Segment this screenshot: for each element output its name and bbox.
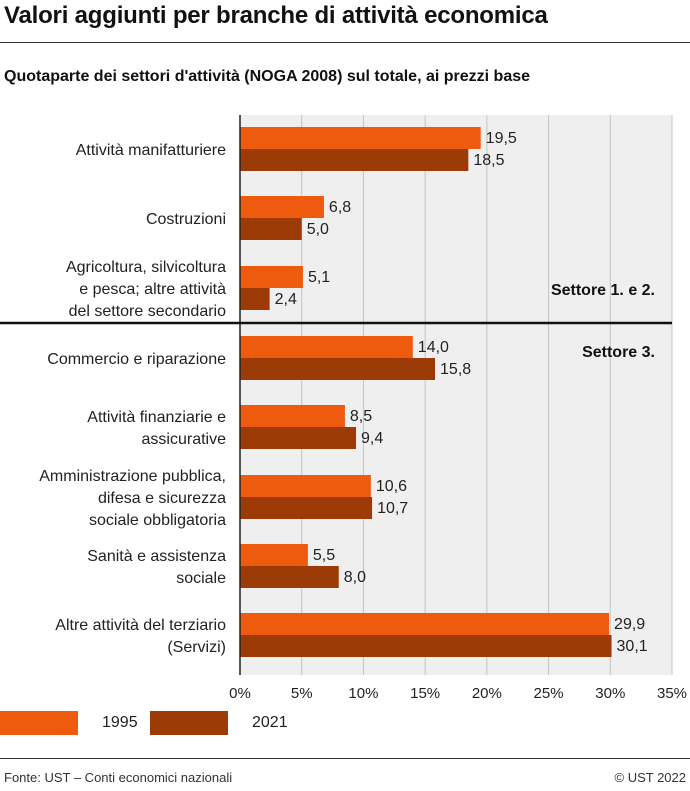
category-label-line: Attività manifatturiere bbox=[76, 142, 226, 159]
x-tick-label: 5% bbox=[291, 685, 313, 700]
category-label-line: e pesca; altre attività bbox=[79, 281, 226, 298]
title-rule bbox=[0, 42, 690, 43]
category-label-line: del settore secondario bbox=[69, 303, 227, 320]
bar-2021 bbox=[240, 635, 612, 657]
bar-2021 bbox=[240, 149, 469, 171]
legend-item-2021: 2021 bbox=[150, 710, 288, 736]
data-label-1995: 8,5 bbox=[350, 408, 372, 425]
data-label-1995: 5,5 bbox=[313, 547, 335, 564]
category-label-line: Costruzioni bbox=[146, 211, 226, 228]
data-label-1995: 6,8 bbox=[329, 199, 351, 216]
bar-1995 bbox=[240, 405, 345, 427]
data-label-2021: 18,5 bbox=[473, 152, 504, 169]
category-label-line: Sanità e assistenza bbox=[87, 548, 226, 565]
x-tick-label: 10% bbox=[348, 685, 378, 700]
legend-item-1995: 1995 bbox=[0, 710, 138, 736]
category-label: Commercio e riparazione bbox=[47, 351, 226, 368]
bar-1995 bbox=[240, 196, 324, 218]
category-label-line: Altre attività del terziario bbox=[55, 617, 226, 634]
bar-2021 bbox=[240, 497, 373, 519]
data-label-2021: 10,7 bbox=[377, 500, 408, 517]
bar-1995 bbox=[240, 266, 303, 288]
category-label-line: difesa e sicurezza bbox=[98, 490, 226, 507]
legend: 1995 2021 bbox=[0, 710, 690, 736]
category-label: Agricoltura, silvicoltura e pesca; altre … bbox=[66, 259, 226, 320]
data-label-2021: 30,1 bbox=[617, 638, 648, 655]
legend-swatch-1995 bbox=[0, 711, 78, 735]
category-label-line: Amministrazione pubblica, bbox=[39, 468, 226, 485]
legend-label-1995: 1995 bbox=[102, 714, 138, 731]
category-label-line: Commercio e riparazione bbox=[47, 351, 226, 368]
data-label-2021: 5,0 bbox=[307, 221, 329, 238]
footer-rule bbox=[0, 758, 690, 759]
bar-1995 bbox=[240, 127, 481, 149]
category-label: Attività finanziarie e assicurative bbox=[87, 409, 226, 448]
data-label-1995: 19,5 bbox=[486, 130, 517, 147]
annotation-settore-3: Settore 3. bbox=[582, 344, 655, 361]
data-label-2021: 8,0 bbox=[344, 569, 366, 586]
x-tick-label: 30% bbox=[595, 685, 625, 700]
bar-1995 bbox=[240, 336, 413, 358]
x-tick-label: 20% bbox=[472, 685, 502, 700]
chart-subtitle: Quotaparte dei settori d'attività (NOGA … bbox=[4, 68, 531, 85]
data-label-2021: 9,4 bbox=[361, 430, 383, 447]
category-label-line: Attività finanziarie e bbox=[87, 409, 226, 426]
bar-1995 bbox=[240, 544, 308, 566]
category-label: Altre attività del terziario (Servizi) bbox=[55, 617, 226, 656]
category-label-line: sociale obbligatoria bbox=[89, 512, 226, 529]
category-label: Sanità e assistenza sociale bbox=[87, 548, 226, 587]
data-label-1995: 29,9 bbox=[614, 616, 645, 633]
category-label-line: Agricoltura, silvicoltura bbox=[66, 259, 226, 276]
bar-2021 bbox=[240, 566, 339, 588]
data-label-1995: 5,1 bbox=[308, 269, 330, 286]
x-tick-label: 25% bbox=[534, 685, 564, 700]
bar-2021 bbox=[240, 358, 436, 380]
legend-label-2021: 2021 bbox=[252, 714, 288, 731]
bar-2021 bbox=[240, 288, 270, 310]
x-tick-label: 0% bbox=[229, 685, 251, 700]
bar-1995 bbox=[240, 475, 371, 497]
category-label-line: (Servizi) bbox=[167, 639, 226, 656]
bar-1995 bbox=[240, 613, 610, 635]
bar-2021 bbox=[240, 427, 357, 449]
category-label-line: sociale bbox=[176, 570, 226, 587]
copyright-note: © UST 2022 bbox=[614, 770, 687, 785]
chart-title: Valori aggiunti per branche di attività … bbox=[4, 2, 548, 29]
category-label: Amministrazione pubblica, difesa e sicure… bbox=[39, 468, 226, 529]
category-label: Costruzioni bbox=[146, 211, 226, 228]
category-label-line: assicurative bbox=[142, 431, 227, 448]
annotation-settore-1-2: Settore 1. e 2. bbox=[551, 282, 655, 299]
legend-swatch-2021 bbox=[150, 711, 228, 735]
data-label-1995: 14,0 bbox=[418, 339, 449, 356]
category-label: Attività manifatturiere bbox=[76, 142, 226, 159]
bar-chart: 0% 5% 10% 15% 20% 25% 30% 35% 19,5 6,8 5,1 14,0 8,5 1… bbox=[0, 115, 687, 700]
x-tick-label: 35% bbox=[657, 685, 687, 700]
x-tick-label: 15% bbox=[410, 685, 440, 700]
data-label-2021: 15,8 bbox=[440, 361, 471, 378]
data-label-1995: 10,6 bbox=[376, 478, 407, 495]
bar-2021 bbox=[240, 218, 302, 240]
source-note: Fonte: UST – Conti economici nazionali bbox=[4, 770, 233, 785]
data-label-2021: 2,4 bbox=[275, 291, 297, 308]
